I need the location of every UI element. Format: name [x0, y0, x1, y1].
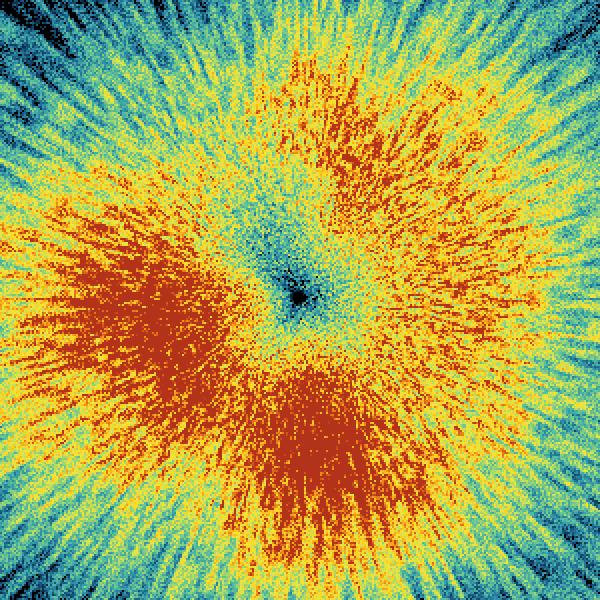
radial-intensity-map: black-teal-green-yellow-red — [0, 0, 600, 600]
heatmap-canvas — [0, 0, 600, 600]
